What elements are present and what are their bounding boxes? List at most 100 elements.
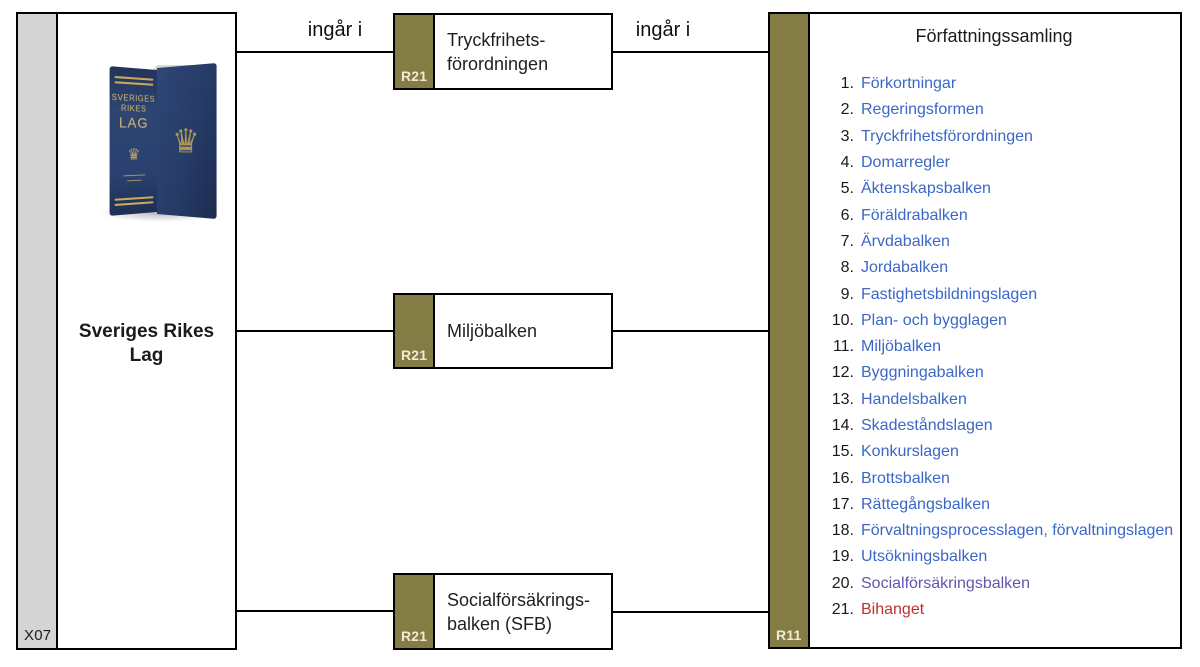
law-list-item: 17. Rättegångsbalken [770,492,1176,518]
law-item-link[interactable]: Utsökningsbalken [861,548,988,566]
source-id-label: X07 [24,627,52,644]
law-item-number: 10. [831,311,854,329]
law-item-number: 4. [840,154,854,172]
node-title-line: balken (SFB) [447,613,553,634]
law-item-number: 1. [840,75,854,93]
law-item-link[interactable]: Konkurslagen [861,443,959,461]
node-tag-strip: R21 [395,575,435,648]
connector-socialforsakrings-to-target [613,611,768,613]
law-item-number: 11. [832,338,854,356]
connector-source-to-socialforsakrings [237,610,393,612]
law-item-number: 16. [831,469,854,487]
law-item-number: 12. [831,364,854,382]
law-list-item: 3. Tryckfrihetsförordningen [770,124,1176,150]
law-item-number: 20. [831,574,854,592]
law-list-item: 15. Konkurslagen [770,439,1176,465]
node-tag-strip: R21 [395,15,435,88]
law-item-link[interactable]: Domarregler [861,154,950,172]
law-item-link[interactable]: Föräldrabalken [861,206,968,224]
law-item-number: 2. [840,101,854,119]
law-item-link[interactable]: Äktenskapsbalken [861,180,991,198]
node-tag-label: R21 [401,347,428,363]
law-item-number: 7. [840,232,854,250]
spine-line: SVERIGES [111,92,156,104]
law-list-item: 6. Föräldrabalken [770,202,1176,228]
law-list-item: 8. Jordabalken [770,255,1176,281]
law-item-number: 6. [840,206,854,224]
connector-miljobalken-to-target [613,330,768,332]
node-sveriges-rikes-lag: X07 ♛ SVERIGES RIKES LAG ♛ [16,12,237,650]
law-item-link[interactable]: Tryckfrihetsförordningen [861,127,1033,145]
law-item-link[interactable]: Brottsbalken [861,469,950,487]
law-item-link[interactable]: Plan- och bygglagen [861,311,1007,329]
node-forfattningssamling: R11 Författningssamling 1. Förkortningar 2… [768,12,1182,649]
law-item-number: 17. [831,495,854,513]
law-book-image: ♛ SVERIGES RIKES LAG ♛ [95,60,225,222]
law-list-item: 7. Ärvdabalken [770,229,1176,255]
law-list-item: 11. Miljöbalken [770,334,1176,360]
law-item-link[interactable]: Förvaltningsprocesslagen, förvaltningsla… [861,522,1174,540]
law-list-item: 14. Skadeståndslagen [770,413,1176,439]
law-list-item: 19. Utsökningsbalken [770,544,1176,570]
target-node-title: Författningssamling [915,26,1073,46]
node-socialforsakringsbalken: R21 Socialförsäkrings- balken (SFB) [393,573,613,650]
relation-label-ingar-i: ingår i [635,19,691,41]
law-item-number: 15. [831,443,854,461]
law-item-number: 19. [831,548,854,566]
law-list-item: 2. Regeringsformen [770,97,1176,123]
relation-label-ingar-i: ingår i [307,19,363,41]
law-list-item: 9. Fastighetsbildningslagen [770,281,1176,307]
spine-crest-icon: ♛ [127,146,141,164]
law-item-number: 9. [840,285,854,303]
law-list-item: 10. Plan- och bygglagen [770,308,1176,334]
law-item-link[interactable]: Ärvdabalken [861,232,950,250]
law-list-item: 12. Byggningabalken [770,360,1176,386]
law-item-link[interactable]: Skadeståndslagen [861,417,993,434]
law-list-item: 21. Bihanget [770,597,1176,623]
node-tag-label: R11 [776,627,802,643]
node-title-line: förordningen [447,53,549,74]
law-list-item: 13. Handelsbalken [770,387,1176,413]
node-title-line: Socialförsäkrings- [447,589,591,610]
source-id-strip: X07 [18,14,58,648]
book-spine-title: SVERIGES RIKES LAG [112,93,155,131]
law-item-link[interactable]: Socialförsäkringsbalken [861,574,1030,592]
node-tag-strip: R21 [395,295,435,367]
spine-line: RIKES [120,103,147,114]
law-list-item: 16. Brottsbalken [770,465,1176,491]
law-item-link[interactable]: Förkortningar [861,75,957,93]
law-item-link[interactable]: Fastighetsbildningslagen [861,285,1038,303]
law-list-item: 4. Domarregler [770,150,1176,176]
book-spine: SVERIGES RIKES LAG ♛ [109,66,157,216]
law-item-link[interactable]: Miljöbalken [861,338,942,356]
law-item-link[interactable]: Regeringsformen [861,101,984,119]
law-item-number: 3. [840,127,854,145]
node-tag-strip: R11 [770,14,810,647]
law-list-item: 1. Förkortningar [770,71,1176,97]
law-item-link[interactable]: Byggningabalken [861,364,984,382]
royal-crest-icon: ♛ [172,122,200,160]
law-item-number: 13. [831,390,854,408]
source-node-title: Sveriges Rikes Lag [78,321,215,366]
law-item-number: 18. [831,522,854,540]
law-list-item: 18. Förvaltningsprocesslagen, förvaltning… [770,518,1176,544]
connector-source-to-tryckfrihets [237,51,393,53]
node-miljobalken: R21 Miljöbalken [393,293,613,369]
law-item-link[interactable]: Rättegångsbalken [861,495,990,513]
spine-line: LAG [118,113,149,131]
law-item-link[interactable]: Jordabalken [861,259,949,277]
law-item-number: 14. [831,417,854,434]
node-title-line: Miljöbalken [447,321,538,341]
book-front-cover: ♛ [157,62,217,220]
law-item-link[interactable]: Bihanget [861,601,925,619]
node-title-line: Tryckfrihets- [447,29,546,50]
law-list-item: 5. Äktenskapsbalken [770,176,1176,202]
node-tryckfrihetsforordningen: R21 Tryckfrihets- förordningen [393,13,613,90]
law-list: 1. Förkortningar 2. Regeringsformen 3. Tryckf… [770,71,1176,623]
law-item-number: 5. [840,180,854,198]
connector-tryckfrihets-to-target [613,51,768,53]
law-list-item: 20. Socialförsäkringsbalken [770,571,1176,597]
law-item-number: 21. [831,601,854,619]
law-item-link[interactable]: Handelsbalken [861,390,967,408]
